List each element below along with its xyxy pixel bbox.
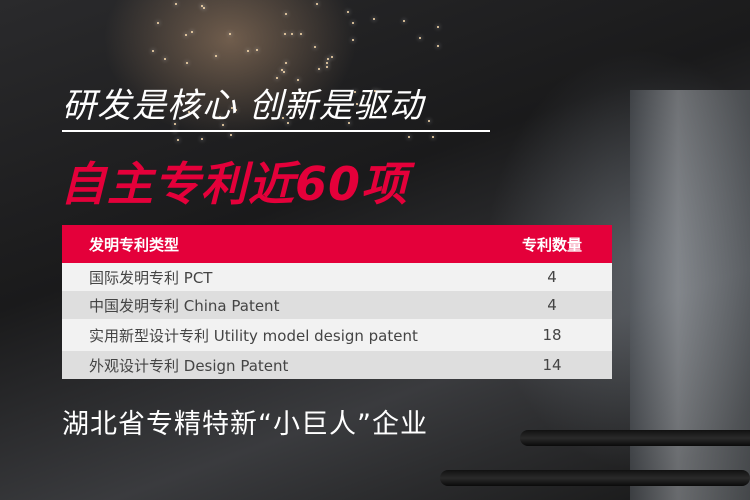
header-type: 发明专利类型	[62, 225, 492, 263]
spark	[186, 62, 189, 65]
table-row: 中国发明专利 China Patent 4	[62, 291, 612, 319]
spark	[402, 20, 405, 23]
spark	[325, 61, 328, 64]
spark	[286, 122, 289, 125]
spark	[436, 26, 439, 29]
spark	[221, 123, 224, 126]
spark	[355, 103, 358, 106]
spark	[285, 61, 288, 64]
spark	[418, 37, 421, 40]
spark	[196, 108, 199, 111]
spark	[282, 70, 285, 73]
spark	[231, 107, 234, 110]
spark	[326, 57, 329, 60]
patent-type: 国际发明专利 PCT	[62, 263, 492, 291]
table-row: 国际发明专利 PCT 4	[62, 263, 612, 291]
spark	[407, 135, 410, 138]
patent-type: 实用新型设计专利 Utility model design patent	[62, 319, 492, 351]
spark	[374, 89, 377, 92]
spark	[348, 121, 351, 124]
spark	[281, 69, 284, 72]
spark	[176, 138, 179, 141]
table-row: 实用新型设计专利 Utility model design patent 18	[62, 319, 612, 351]
spark	[372, 18, 375, 21]
table-header: 发明专利类型 专利数量	[62, 225, 612, 263]
patent-count: 14	[492, 351, 612, 379]
spark	[201, 137, 204, 140]
headline: 研发是核心 创新是驱动	[62, 86, 424, 126]
patent-type: 中国发明专利 China Patent	[62, 291, 492, 319]
spark	[173, 123, 176, 126]
spark	[311, 116, 314, 119]
spark	[285, 12, 288, 15]
spark	[283, 32, 286, 35]
spark	[247, 50, 250, 53]
spark	[297, 78, 300, 81]
spark	[318, 68, 321, 71]
spark	[190, 31, 193, 34]
spark	[347, 10, 350, 13]
spark	[316, 3, 319, 6]
spark	[351, 22, 354, 25]
spark	[255, 49, 258, 51]
spark	[202, 7, 205, 9]
spark	[152, 50, 155, 53]
header-count: 专利数量	[492, 225, 612, 263]
background-roller	[440, 470, 750, 486]
patent-count: 18	[492, 319, 612, 351]
spark	[164, 57, 167, 60]
table-row: 外观设计专利 Design Patent 14	[62, 351, 612, 379]
spark	[157, 21, 160, 24]
spark	[174, 2, 177, 5]
patent-count: 4	[492, 291, 612, 319]
spark	[362, 97, 365, 100]
divider	[62, 130, 490, 132]
footer-title: 湖北省专精特新“小巨人”企业	[62, 409, 428, 440]
spark	[377, 91, 380, 94]
spark	[330, 56, 333, 59]
patent-count: 4	[492, 263, 612, 291]
spark	[436, 45, 439, 48]
spark	[428, 120, 431, 123]
patent-table: 发明专利类型 专利数量 国际发明专利 PCT 4 中国发明专利 China Pat…	[62, 225, 612, 379]
spark	[275, 77, 278, 80]
spark	[214, 55, 217, 58]
spark	[184, 34, 187, 37]
patent-type: 外观设计专利 Design Patent	[62, 351, 492, 379]
spark	[354, 90, 357, 93]
spark	[314, 46, 317, 49]
spark	[230, 133, 232, 136]
spark	[229, 33, 232, 36]
spark	[218, 116, 221, 119]
spark	[291, 33, 294, 36]
spark	[281, 117, 284, 120]
spark	[187, 111, 190, 114]
subheadline: 自主专利近60项	[60, 157, 409, 211]
spark	[299, 32, 302, 35]
spark	[351, 39, 354, 42]
spark	[431, 135, 434, 138]
spark	[235, 109, 238, 112]
background-roller	[520, 430, 750, 446]
spark	[200, 5, 203, 8]
spark	[326, 65, 329, 68]
